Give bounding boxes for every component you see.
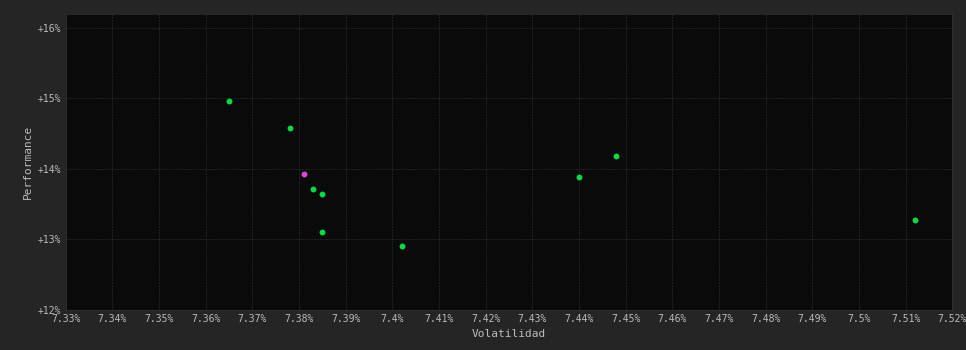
Point bbox=[571, 175, 586, 180]
Point bbox=[907, 217, 923, 222]
Point bbox=[315, 230, 330, 235]
Point bbox=[315, 191, 330, 196]
Point bbox=[282, 125, 298, 131]
Point bbox=[394, 244, 410, 249]
Point bbox=[305, 186, 321, 191]
Y-axis label: Performance: Performance bbox=[22, 125, 33, 199]
Point bbox=[609, 153, 624, 159]
Point bbox=[296, 171, 311, 177]
Point bbox=[221, 98, 237, 104]
X-axis label: Volatilidad: Volatilidad bbox=[472, 329, 546, 340]
